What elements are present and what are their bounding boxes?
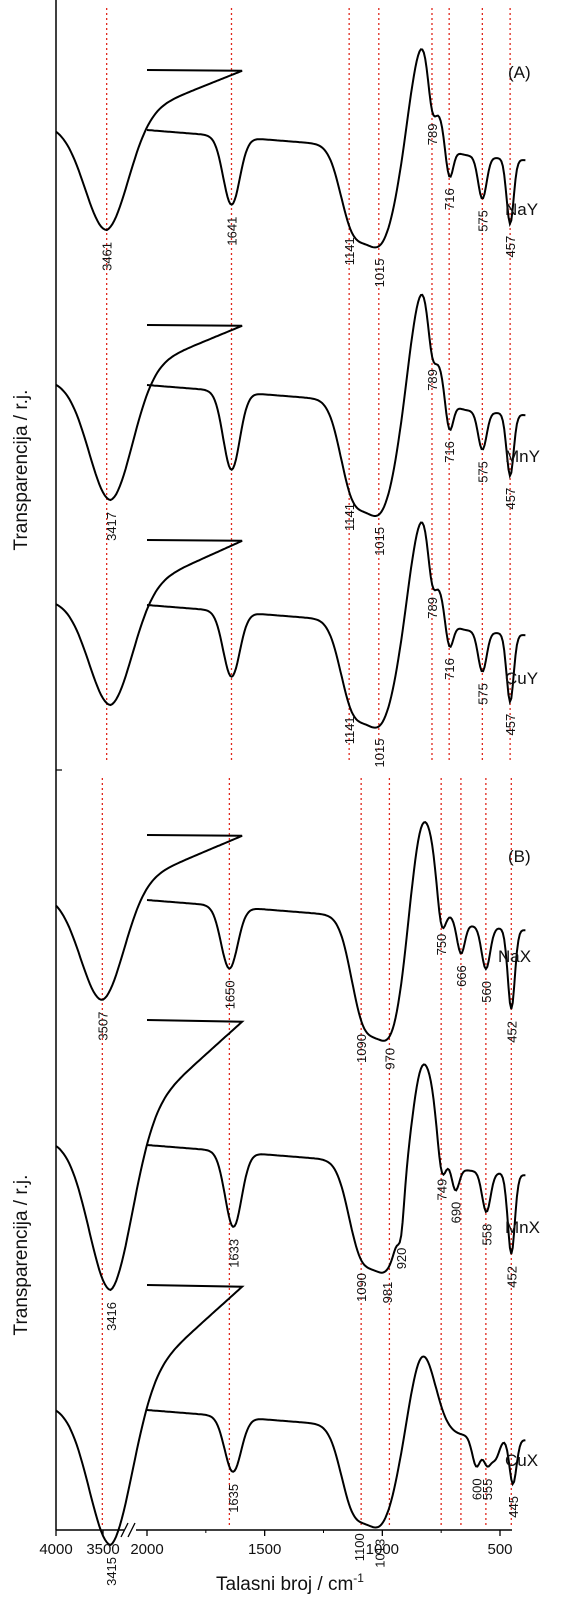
curve-cux-high <box>55 1284 245 1547</box>
x-tick-label-4000: 4000 <box>39 1541 72 1558</box>
x-axis-title: Talasni broj / cm-1 <box>216 1571 364 1595</box>
curve-cuy-high <box>55 539 243 707</box>
peak-label-mny-457: 457 <box>503 488 518 510</box>
panel-label-b: (B) <box>508 847 531 866</box>
peak-label-cux-1635: 1635 <box>226 1484 241 1513</box>
peak-label-cux-555: 555 <box>480 1479 495 1501</box>
peak-label-nax-970: 970 <box>382 1048 397 1070</box>
x-tick-label-2000: 2000 <box>130 1541 163 1558</box>
series-name-cuy: CuY <box>505 669 538 688</box>
peak-label-mny-1015: 1015 <box>372 527 387 556</box>
axes: 4000 3500 2000 1500 1000 500 Talasni broj / cm… <box>11 0 513 1595</box>
peak-label-nax-452: 452 <box>504 1021 519 1043</box>
peak-label-cux-1100: 1100 <box>352 1533 367 1561</box>
peak-label-cuy-1015: 1015 <box>372 739 387 768</box>
curve-nay-low <box>146 48 526 249</box>
peak-label-mny-1141: 1141 <box>342 503 357 531</box>
series-name-cux: CuX <box>505 1451 538 1470</box>
x-tick-label-3500: 3500 <box>86 1541 119 1558</box>
y-axis-title-a: Transparencija / r.j. <box>11 390 32 551</box>
peak-label-mny-716: 716 <box>442 441 457 463</box>
curve-cux-low <box>146 1355 526 1529</box>
peak-label-cux-600: 600 <box>470 1478 485 1500</box>
labels: (A) NaY 3461 1641 1141 1015 789 716 575 457 MnY 341… <box>95 63 540 1586</box>
curve-mnx-high <box>55 1019 245 1292</box>
curve-mny-high <box>55 324 243 502</box>
peak-label-nay-1015: 1015 <box>372 258 387 287</box>
peak-label-mnx-1090: 1090 <box>354 1273 369 1302</box>
x-tick-label-500: 500 <box>487 1541 512 1558</box>
series-name-mnx: MnX <box>505 1218 540 1237</box>
series-name-nax: NaX <box>498 947 531 966</box>
peak-label-nax-3507: 3507 <box>95 1012 110 1041</box>
peak-label-nay-575: 575 <box>475 210 490 232</box>
peak-label-mnx-690: 690 <box>448 1202 463 1224</box>
x-axis-title-sup: -1 <box>353 1571 364 1585</box>
peak-label-nay-1141: 1141 <box>342 237 357 265</box>
peak-label-mnx-452: 452 <box>504 1266 519 1288</box>
peak-label-nay-716: 716 <box>442 188 457 210</box>
peak-label-mny-575: 575 <box>475 461 490 483</box>
peak-label-nax-560: 560 <box>479 981 494 1003</box>
peak-label-cux-1013: 1013 <box>372 1539 387 1568</box>
peak-label-cuy-716: 716 <box>442 658 457 680</box>
peak-label-cuy-1141: 1141 <box>342 716 357 744</box>
curve-nax-high <box>55 834 243 1001</box>
peak-label-nax-1090: 1090 <box>354 1034 369 1063</box>
peak-label-cuy-457: 457 <box>503 714 518 736</box>
peak-label-cuy-575: 575 <box>475 683 490 705</box>
peak-label-mny-789: 789 <box>425 369 440 391</box>
curve-nax-low <box>146 820 526 1042</box>
peak-label-mnx-920: 920 <box>394 1248 409 1270</box>
panel-label-a: (A) <box>508 63 531 82</box>
spectra-curves <box>55 48 526 1547</box>
peak-label-mnx-749: 749 <box>434 1179 449 1201</box>
x-tick-label-1000: 1000 <box>366 1541 399 1558</box>
curve-mnx-low <box>146 1063 526 1274</box>
peak-label-nax-750: 750 <box>434 934 449 956</box>
peak-label-mnx-558: 558 <box>479 1224 494 1246</box>
peak-label-nay-1641: 1641 <box>225 217 240 246</box>
peak-label-cux-445: 445 <box>506 1496 521 1518</box>
peak-label-mnx-981: 981 <box>380 1282 395 1304</box>
peak-label-nax-1650: 1650 <box>222 980 237 1009</box>
peak-label-nay-789: 789 <box>425 123 440 145</box>
series-name-mny: MnY <box>505 447 540 466</box>
x-tick-label-1500: 1500 <box>248 1541 281 1558</box>
curve-cuy-low <box>146 521 526 729</box>
peak-label-nay-3461: 3461 <box>100 242 115 271</box>
peak-label-mnx-1633: 1633 <box>226 1239 241 1268</box>
reference-lines <box>101 8 512 1528</box>
peak-label-mnx-3416: 3416 <box>104 1302 119 1331</box>
peak-label-cux-3415: 3415 <box>104 1557 119 1586</box>
peak-label-nax-666: 666 <box>454 965 469 987</box>
curve-mny-low <box>146 293 526 517</box>
peak-label-nay-457: 457 <box>503 236 518 258</box>
axis-break-mark <box>127 1522 136 1538</box>
curve-nay-high <box>55 69 243 232</box>
series-name-nay: NaY <box>505 200 538 219</box>
y-axis-title-b: Transparencija / r.j. <box>11 1175 32 1336</box>
axis-break-mark <box>120 1522 129 1538</box>
peak-label-cuy-789: 789 <box>425 597 440 619</box>
peak-label-mny-3417: 3417 <box>104 512 119 541</box>
